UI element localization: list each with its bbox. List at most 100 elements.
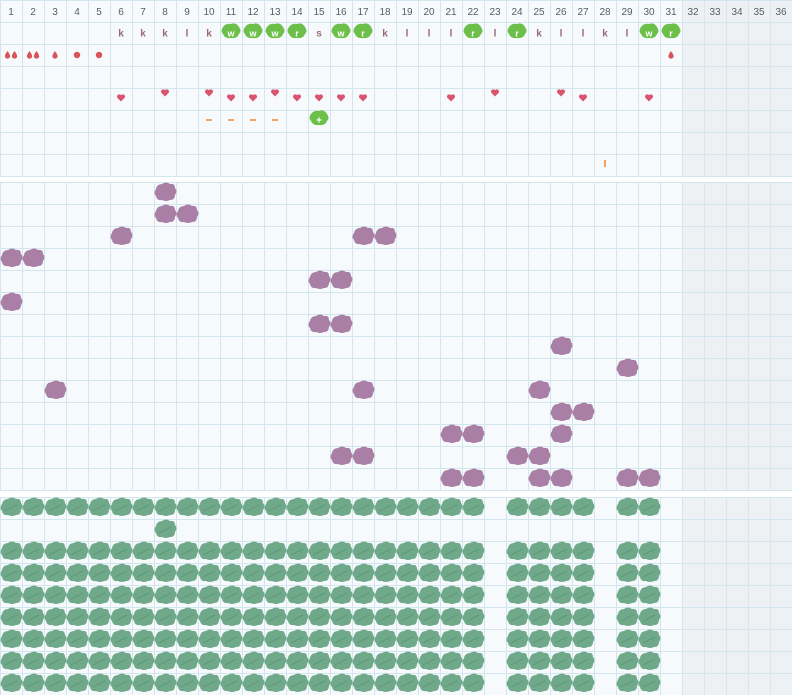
leaf-icon[interactable] (440, 651, 463, 671)
leaf-icon[interactable] (638, 673, 661, 693)
activity-label[interactable]: k (162, 29, 168, 40)
drop-icon[interactable] (668, 51, 674, 59)
leaf-icon[interactable] (616, 563, 639, 583)
leaf-icon[interactable] (396, 585, 419, 605)
leaf-icon[interactable] (440, 563, 463, 583)
drop-icon[interactable] (11, 51, 18, 59)
leaf-icon[interactable] (0, 651, 23, 671)
leaf-icon[interactable] (506, 673, 529, 693)
leaf-icon[interactable] (440, 497, 463, 517)
leaf-icon[interactable] (198, 497, 221, 517)
activity-label[interactable]: k (382, 29, 388, 40)
mood-mark[interactable] (330, 314, 353, 334)
day-number[interactable]: 19 (401, 7, 413, 18)
drop-icon[interactable] (4, 51, 11, 59)
leaf-icon[interactable] (308, 673, 331, 693)
leaf-icon[interactable] (352, 673, 375, 693)
leaf-icon[interactable] (44, 585, 67, 605)
leaf-icon[interactable] (66, 585, 89, 605)
leaf-icon[interactable] (242, 585, 265, 605)
leaf-icon[interactable] (506, 585, 529, 605)
activity-badge[interactable] (287, 23, 307, 39)
leaf-icon[interactable] (66, 629, 89, 649)
day-number[interactable]: 3 (52, 7, 58, 18)
leaf-icon[interactable] (616, 673, 639, 693)
leaf-icon[interactable] (110, 607, 133, 627)
heart-icon[interactable] (644, 94, 654, 102)
leaf-icon[interactable] (572, 629, 595, 649)
leaf-icon[interactable] (418, 585, 441, 605)
leaf-icon[interactable] (88, 651, 111, 671)
mood-mark[interactable] (572, 402, 595, 422)
leaf-icon[interactable] (550, 497, 573, 517)
leaf-icon[interactable] (572, 563, 595, 583)
leaf-icon[interactable] (440, 607, 463, 627)
leaf-icon[interactable] (132, 629, 155, 649)
leaf-icon[interactable] (396, 651, 419, 671)
heart-icon[interactable] (578, 94, 588, 102)
leaf-icon[interactable] (154, 607, 177, 627)
leaf-icon[interactable] (330, 629, 353, 649)
day-number[interactable]: 32 (687, 7, 699, 18)
leaf-icon[interactable] (66, 673, 89, 693)
leaf-icon[interactable] (286, 651, 309, 671)
leaf-icon[interactable] (242, 541, 265, 561)
mood-mark[interactable] (308, 314, 331, 334)
leaf-icon[interactable] (154, 497, 177, 517)
leaf-icon[interactable] (528, 497, 551, 517)
leaf-icon[interactable] (418, 629, 441, 649)
leaf-icon[interactable] (374, 607, 397, 627)
leaf-icon[interactable] (638, 563, 661, 583)
leaf-icon[interactable] (528, 607, 551, 627)
drop-icon[interactable] (33, 51, 40, 59)
leaf-icon[interactable] (638, 607, 661, 627)
mood-mark[interactable] (0, 292, 23, 312)
day-number[interactable]: 14 (291, 7, 303, 18)
activity-badge[interactable] (463, 23, 483, 39)
leaf-icon[interactable] (418, 541, 441, 561)
leaf-icon[interactable] (220, 629, 243, 649)
leaf-icon[interactable] (396, 607, 419, 627)
activity-label[interactable]: k (140, 29, 146, 40)
leaf-icon[interactable] (264, 607, 287, 627)
leaf-icon[interactable] (440, 629, 463, 649)
day-number[interactable]: 25 (533, 7, 545, 18)
heart-icon[interactable] (270, 89, 280, 97)
day-number[interactable]: 13 (269, 7, 281, 18)
leaf-icon[interactable] (352, 585, 375, 605)
leaf-icon[interactable] (308, 629, 331, 649)
mood-mark[interactable] (550, 402, 573, 422)
mood-mark[interactable] (374, 226, 397, 246)
leaf-icon[interactable] (176, 629, 199, 649)
leaf-icon[interactable] (22, 629, 45, 649)
day-number[interactable]: 8 (162, 7, 168, 18)
day-number[interactable]: 2 (30, 7, 36, 18)
leaf-icon[interactable] (638, 585, 661, 605)
leaf-icon[interactable] (88, 673, 111, 693)
leaf-icon[interactable] (352, 651, 375, 671)
day-number[interactable]: 36 (775, 7, 787, 18)
day-number[interactable]: 16 (335, 7, 347, 18)
leaf-icon[interactable] (0, 629, 23, 649)
leaf-icon[interactable] (528, 563, 551, 583)
leaf-icon[interactable] (154, 585, 177, 605)
leaf-icon[interactable] (396, 563, 419, 583)
day-number[interactable]: 35 (753, 7, 765, 18)
leaf-icon[interactable] (88, 585, 111, 605)
leaf-icon[interactable] (110, 673, 133, 693)
leaf-icon[interactable] (220, 585, 243, 605)
leaf-icon[interactable] (22, 651, 45, 671)
leaf-icon[interactable] (462, 673, 485, 693)
leaf-icon[interactable] (154, 541, 177, 561)
activity-label[interactable]: k (602, 29, 608, 40)
leaf-icon[interactable] (352, 563, 375, 583)
heart-icon[interactable] (116, 94, 126, 102)
mood-mark[interactable] (22, 248, 45, 268)
leaf-icon[interactable] (462, 541, 485, 561)
leaf-icon[interactable] (110, 563, 133, 583)
leaf-icon[interactable] (374, 563, 397, 583)
day-number[interactable]: 27 (577, 7, 589, 18)
leaf-icon[interactable] (176, 585, 199, 605)
day-number[interactable]: 10 (203, 7, 215, 18)
mood-mark[interactable] (44, 380, 67, 400)
